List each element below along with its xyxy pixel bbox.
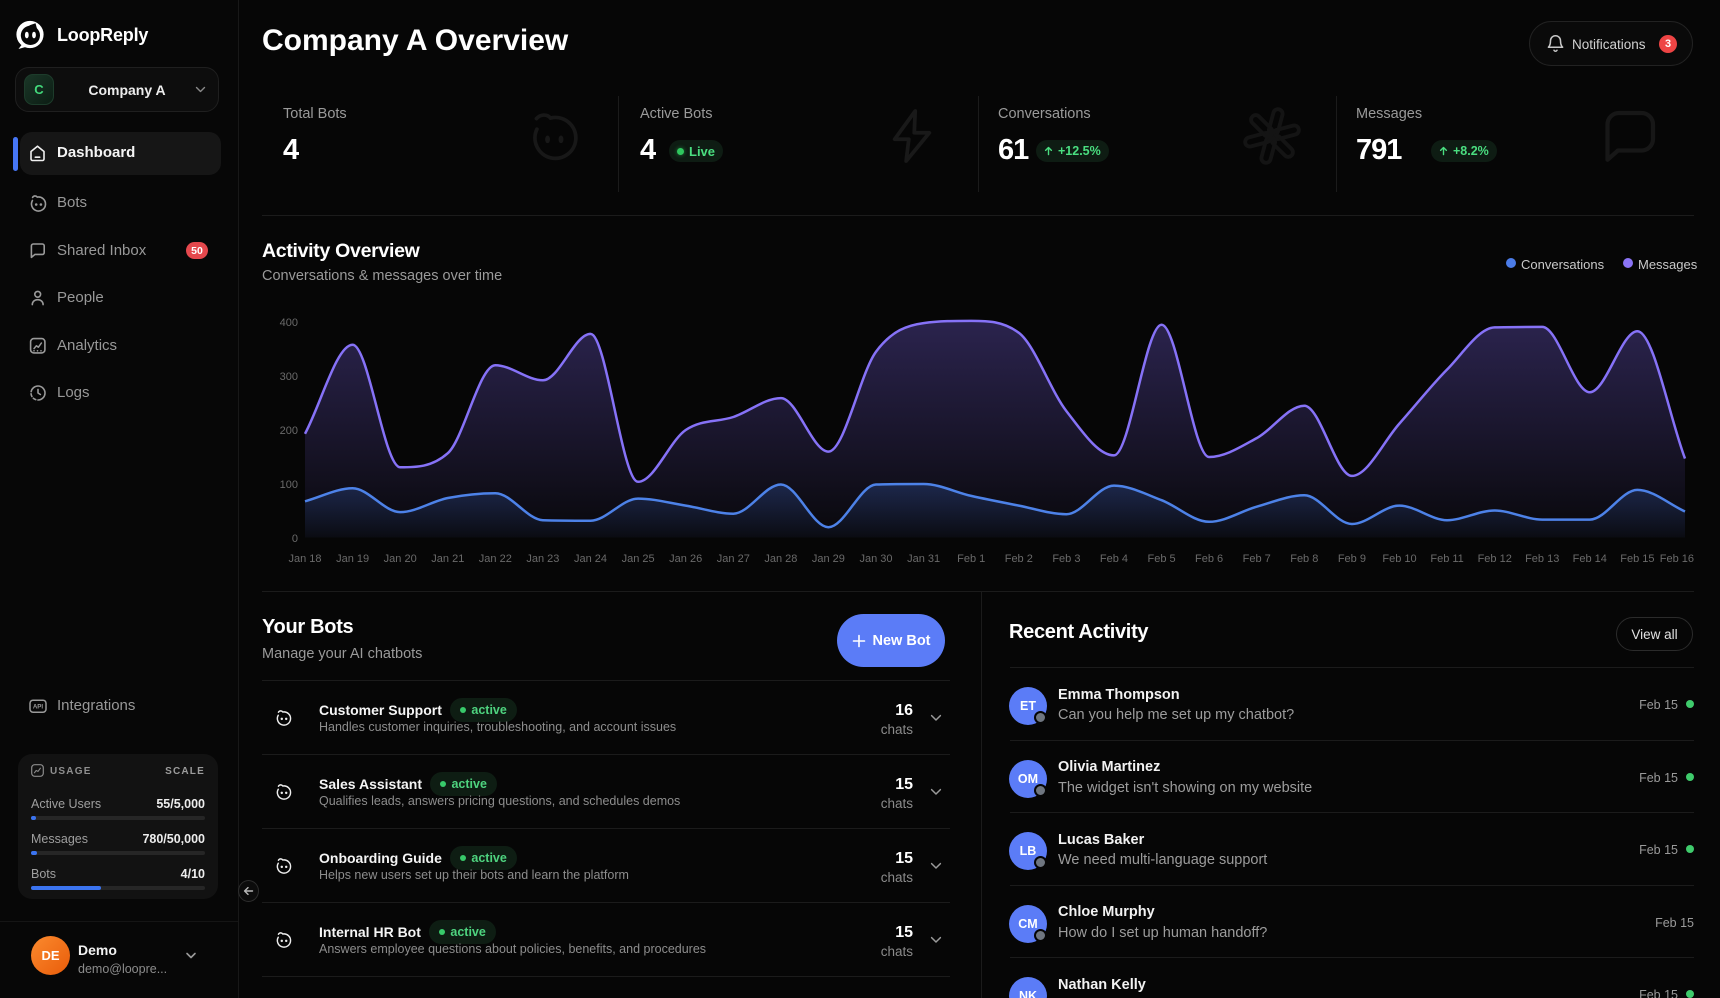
- svg-text:Feb 15: Feb 15: [1620, 553, 1654, 565]
- svg-text:Feb 5: Feb 5: [1148, 553, 1176, 565]
- svg-text:Feb 3: Feb 3: [1052, 553, 1080, 565]
- svg-text:Jan 20: Jan 20: [384, 553, 417, 565]
- svg-text:Feb 9: Feb 9: [1338, 553, 1366, 565]
- svg-text:Jan 18: Jan 18: [288, 553, 321, 565]
- svg-text:Feb 14: Feb 14: [1573, 553, 1607, 565]
- svg-text:Jan 23: Jan 23: [526, 553, 559, 565]
- svg-text:100: 100: [280, 479, 298, 491]
- svg-text:Jan 27: Jan 27: [717, 553, 750, 565]
- svg-text:Feb 2: Feb 2: [1005, 553, 1033, 565]
- svg-text:Feb 10: Feb 10: [1382, 553, 1416, 565]
- svg-text:200: 200: [280, 425, 298, 437]
- svg-text:Jan 21: Jan 21: [431, 553, 464, 565]
- svg-text:Jan 22: Jan 22: [479, 553, 512, 565]
- svg-text:Feb 8: Feb 8: [1290, 553, 1318, 565]
- svg-text:Jan 19: Jan 19: [336, 553, 369, 565]
- svg-text:Jan 26: Jan 26: [669, 553, 702, 565]
- svg-text:Feb 6: Feb 6: [1195, 553, 1223, 565]
- svg-text:Feb 12: Feb 12: [1478, 553, 1512, 565]
- svg-text:Jan 24: Jan 24: [574, 553, 607, 565]
- svg-text:Feb 16: Feb 16: [1660, 553, 1694, 565]
- svg-text:Feb 13: Feb 13: [1525, 553, 1559, 565]
- svg-text:Jan 30: Jan 30: [859, 553, 892, 565]
- svg-text:Feb 4: Feb 4: [1100, 553, 1128, 565]
- svg-text:Jan 25: Jan 25: [622, 553, 655, 565]
- svg-text:Jan 29: Jan 29: [812, 553, 845, 565]
- svg-text:Feb 1: Feb 1: [957, 553, 985, 565]
- svg-text:300: 300: [280, 371, 298, 383]
- svg-text:API: API: [33, 704, 44, 711]
- svg-text:Feb 11: Feb 11: [1430, 553, 1463, 565]
- svg-text:Feb 7: Feb 7: [1243, 553, 1271, 565]
- svg-text:400: 400: [280, 317, 298, 329]
- svg-text:Jan 28: Jan 28: [764, 553, 797, 565]
- svg-text:0: 0: [292, 533, 298, 545]
- svg-text:Jan 31: Jan 31: [907, 553, 940, 565]
